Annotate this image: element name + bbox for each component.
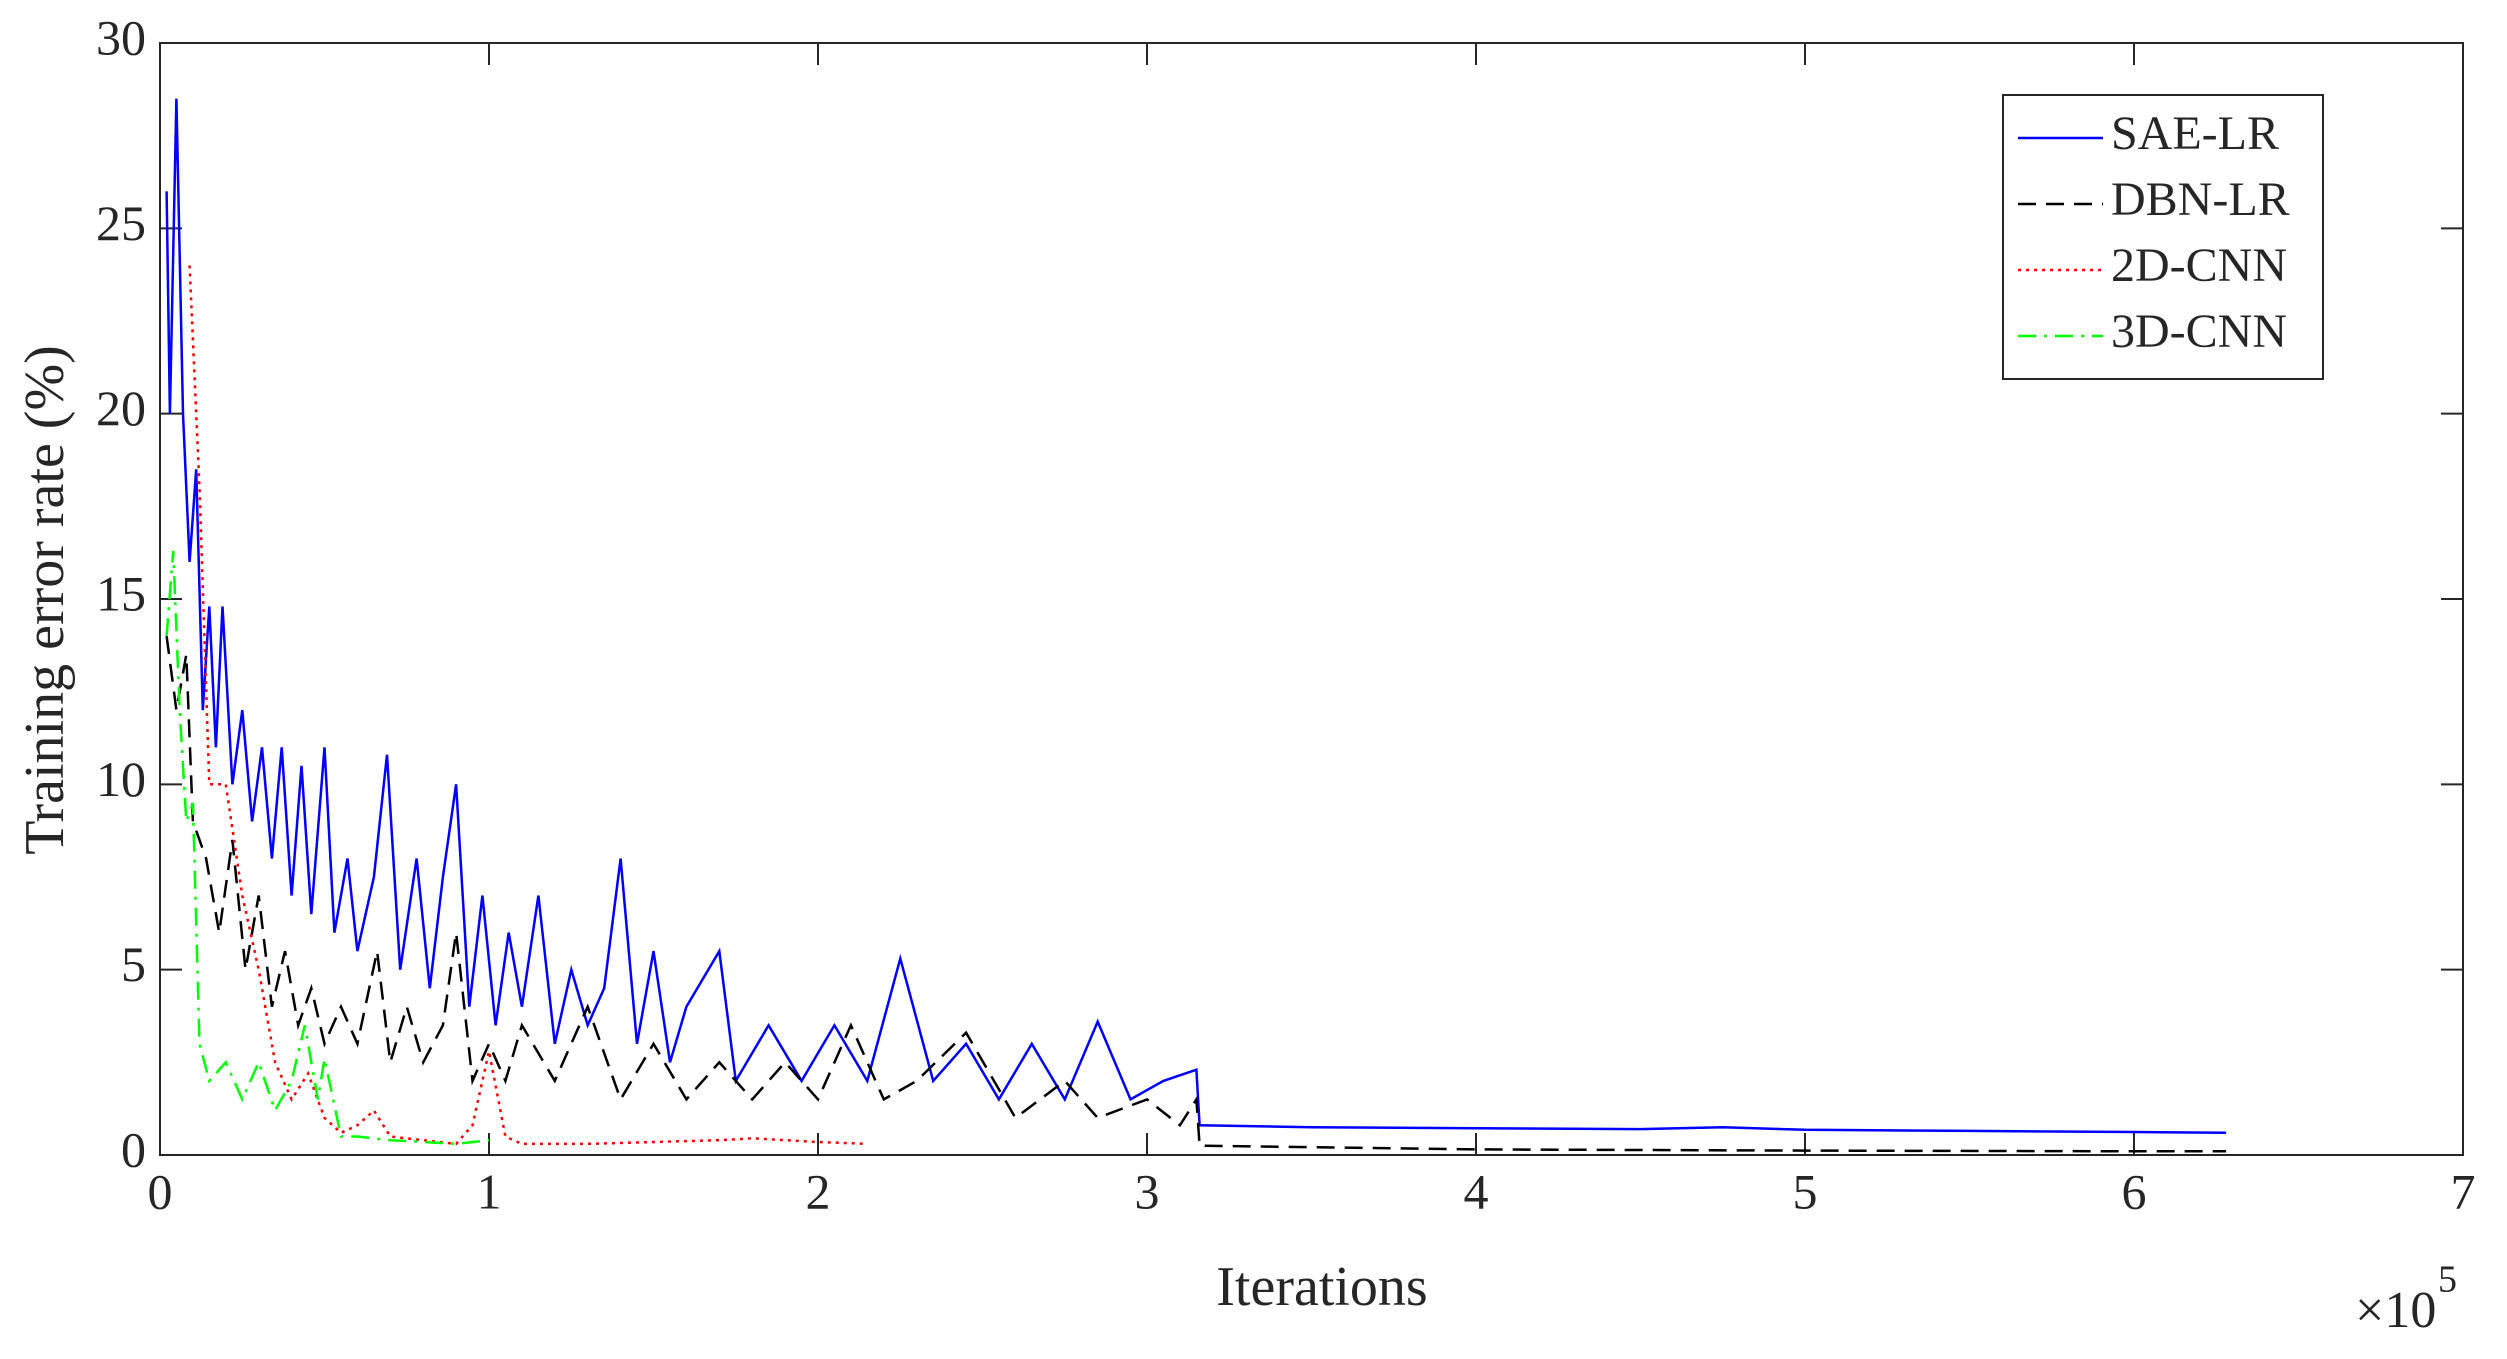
y-tick-label: 10 <box>96 751 146 807</box>
x-tick-label: 3 <box>1135 1163 1160 1219</box>
y-tick-label: 15 <box>96 565 146 621</box>
legend-label: SAE-LR <box>2111 107 2279 160</box>
legend-box <box>2002 94 2324 380</box>
series-line <box>165 98 2227 1135</box>
x-multiplier: ×10 <box>2355 1282 2436 1339</box>
y-tick-label: 5 <box>121 936 146 992</box>
x-tick-label: 1 <box>477 1163 502 1219</box>
x-axis-label: Iterations <box>1216 1256 1427 1318</box>
x-tick-label: 4 <box>1464 1163 1489 1219</box>
y-tick-label: 0 <box>121 1121 146 1177</box>
y-tick-label: 30 <box>96 9 146 65</box>
x-tick-label: 0 <box>148 1163 173 1219</box>
series-line <box>165 550 490 1146</box>
x-tick-label: 5 <box>1793 1163 1818 1219</box>
x-tick-label: 2 <box>806 1163 831 1219</box>
x-tick-label: 6 <box>2122 1163 2147 1219</box>
x-multiplier-exponent: 5 <box>2438 1259 2457 1301</box>
y-axis-label: Training error rate (%) <box>14 345 76 855</box>
legend-label: 3D-CNN <box>2111 305 2287 358</box>
series-line <box>165 635 2227 1153</box>
x-tick-label: 7 <box>2451 1163 2476 1219</box>
legend-label: 2D-CNN <box>2111 239 2287 292</box>
y-tick-label: 25 <box>96 195 146 251</box>
y-tick-label: 20 <box>96 380 146 436</box>
legend-label: DBN-LR <box>2111 173 2290 226</box>
